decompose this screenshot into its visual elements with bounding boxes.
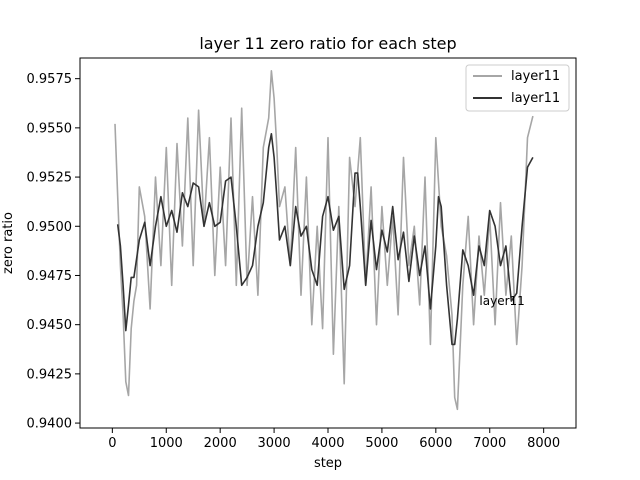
x-axis-title: step	[314, 456, 342, 471]
y-axis-title: zero ratio	[1, 212, 16, 274]
series-line-smoothed	[116, 133, 534, 346]
x-tick-label: 4000	[311, 436, 344, 451]
y-tick-label: 0.9425	[27, 367, 73, 382]
y-tick-label: 0.9550	[27, 121, 73, 136]
legend-label-smoothed: layer11	[511, 91, 560, 106]
y-tick-label: 0.9500	[27, 220, 73, 235]
series-layer	[114, 70, 534, 411]
x-tick-label: 5000	[365, 436, 398, 451]
y-tick-label: 0.9400	[27, 417, 73, 432]
legend: layer11 layer11	[465, 64, 570, 112]
x-tick-label: 0	[108, 436, 116, 451]
legend-label-raw: layer11	[511, 69, 560, 84]
x-tick-label: 1000	[150, 436, 183, 451]
x-tick-label: 2000	[204, 436, 237, 451]
y-tick-label: 0.9450	[27, 318, 73, 333]
y-tick-label: 0.9575	[27, 72, 73, 87]
plot-area	[114, 70, 534, 411]
x-axis-ticks: 0 1000 2000 3000 4000 5000 6000 7000 8000	[108, 428, 560, 451]
x-tick-label: 3000	[258, 436, 291, 451]
x-tick-label: 8000	[527, 436, 560, 451]
series-annotation: layer11	[479, 294, 524, 308]
x-tick-label: 6000	[419, 436, 452, 451]
plot-frame	[79, 57, 577, 429]
y-tick-label: 0.9525	[27, 171, 73, 186]
chart-title: layer 11 zero ratio for each step	[199, 34, 456, 53]
y-tick-label: 0.9475	[27, 269, 73, 284]
y-axis-ticks: 0.9400 0.9425 0.9450 0.9475 0.9500 0.9525 0.95…	[27, 72, 80, 432]
x-tick-label: 7000	[473, 436, 506, 451]
